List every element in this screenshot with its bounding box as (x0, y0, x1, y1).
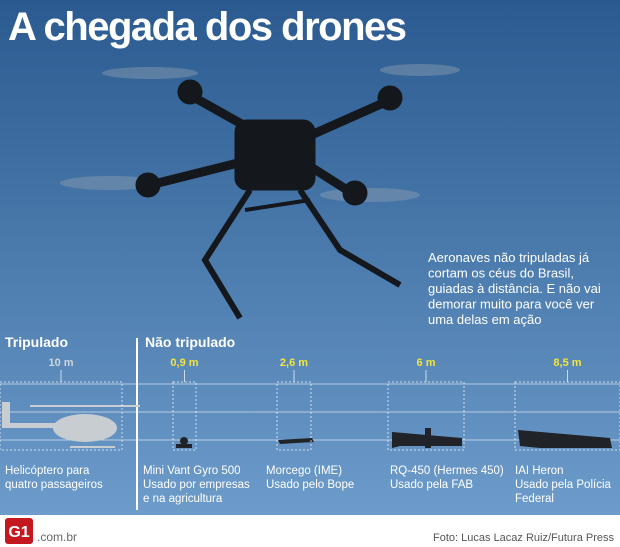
section-label: Tripulado (5, 334, 68, 350)
title: A chegada dos drones (8, 5, 406, 49)
logo: G1 (8, 524, 29, 541)
caption: RQ-450 (Hermes 450) (390, 465, 504, 477)
domain: .com.br (37, 530, 77, 544)
caption: Usado pela FAB (390, 479, 473, 491)
size-box (172, 381, 197, 451)
intro-line: Aeronaves não tripuladas já (428, 250, 590, 265)
size-label: 0,9 m (170, 357, 198, 369)
credit: Foto: Lucas Lacaz Ruiz/Futura Press (433, 532, 614, 544)
size-label: 10 m (48, 357, 73, 369)
aircraft-list: 10 m Helicóptero para quatro passageiros 0,… (0, 357, 620, 505)
footer-bar (0, 515, 620, 547)
caption: Usado pelo Bope (266, 479, 354, 491)
silhouettes (2, 402, 612, 448)
caption: e na agricultura (143, 493, 223, 505)
drone (60, 64, 460, 320)
caption: Helicóptero para (5, 465, 90, 477)
caption: IAI Heron (515, 465, 564, 477)
caption: Usado por empresas (143, 479, 250, 491)
section-label: Não tripulado (145, 334, 235, 350)
intro-line: uma delas em ação (428, 312, 541, 327)
intro-line: guiadas à distância. E não vai (428, 281, 601, 296)
logo-badge (5, 518, 33, 544)
caption: Morcego (IME) (266, 465, 342, 477)
size-label: 2,6 m (280, 357, 308, 369)
caption: Federal (515, 493, 554, 505)
intro-line: cortam os céus do Brasil, (428, 266, 574, 281)
size-label: 6 m (417, 357, 436, 369)
caption: Mini Vant Gyro 500 (143, 465, 241, 477)
size-label: 8,5 m (553, 357, 581, 369)
caption: quatro passageiros (5, 479, 103, 491)
intro-line: demorar muito para você ver (428, 297, 595, 312)
caption: Usado pela Polícia (515, 479, 611, 491)
